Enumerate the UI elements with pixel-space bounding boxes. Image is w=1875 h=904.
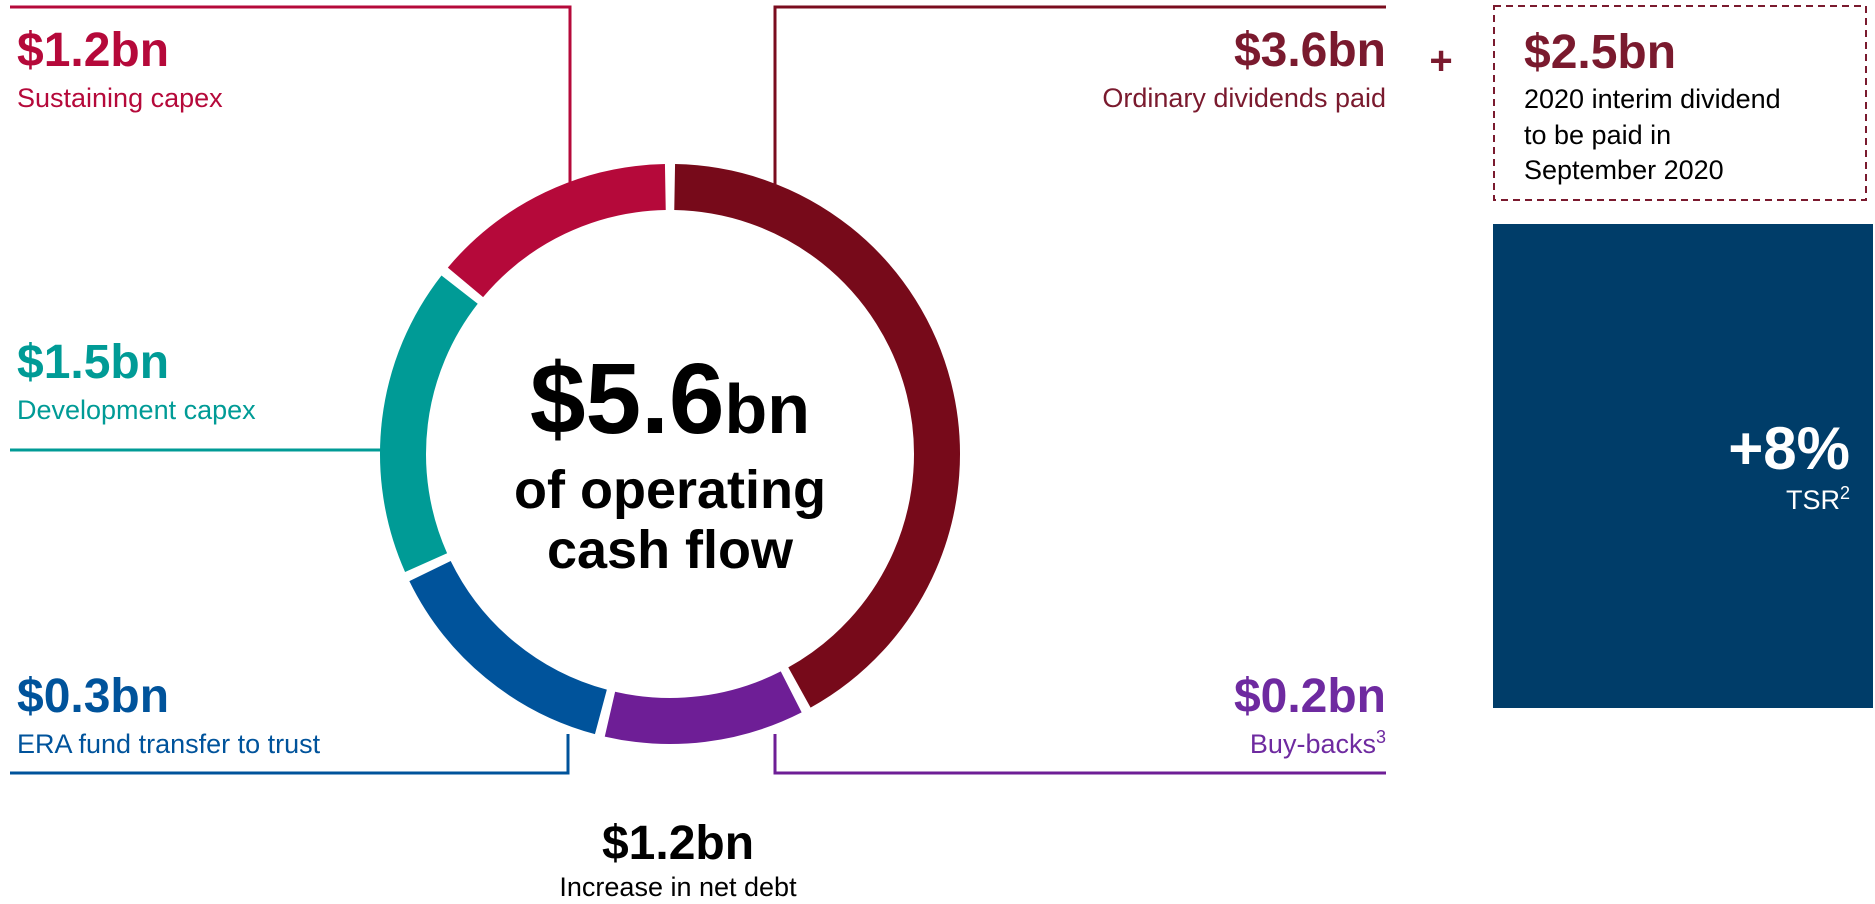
ring-segment [409,560,608,735]
label: Development capex [17,395,256,425]
label: 2020 interim dividend [1524,84,1781,114]
label: Ordinary dividends paid [1102,83,1386,113]
label-text: Buy-backs [1250,729,1376,759]
footnote: 3 [1376,727,1386,747]
amount: $0.3bn [17,670,169,723]
plus: + [1429,39,1452,83]
unit: bn [725,370,811,448]
amount: $0.2bn [1234,670,1386,723]
connector [773,734,1386,775]
connector [773,5,1386,186]
label: Sustaining capex [17,83,223,113]
ring-segment [674,164,960,708]
center-text: cash flow [547,520,794,580]
label-text: TSR [1786,485,1840,515]
tsr-box [1493,224,1873,708]
amount: $1.2bn [17,24,169,77]
tsr-label: TSR2 [1786,483,1850,515]
connector [10,5,572,186]
label: Buy-backs3 [1250,727,1386,759]
ring-segment [380,275,478,572]
ring-segment [447,164,667,298]
center-text: of operating [514,460,826,520]
donut-ring [380,164,960,744]
label: Increase in net debt [559,872,797,902]
label: to be paid in [1524,120,1671,150]
ring-segment [604,671,802,744]
amount: $2.5bn [1524,26,1676,79]
amount: $1.5bn [17,336,169,389]
amount: $5.6 [530,343,725,455]
center-amount: $5.6bn [530,343,810,455]
label: September 2020 [1524,155,1724,185]
dashed-box [1493,5,1867,201]
footnote: 2 [1840,483,1850,503]
connector [10,734,570,775]
amount: $1.2bn [602,817,754,870]
label: ERA fund transfer to trust [17,729,321,759]
amount: $3.6bn [1234,24,1386,77]
tsr-value: +8% [1728,415,1850,482]
